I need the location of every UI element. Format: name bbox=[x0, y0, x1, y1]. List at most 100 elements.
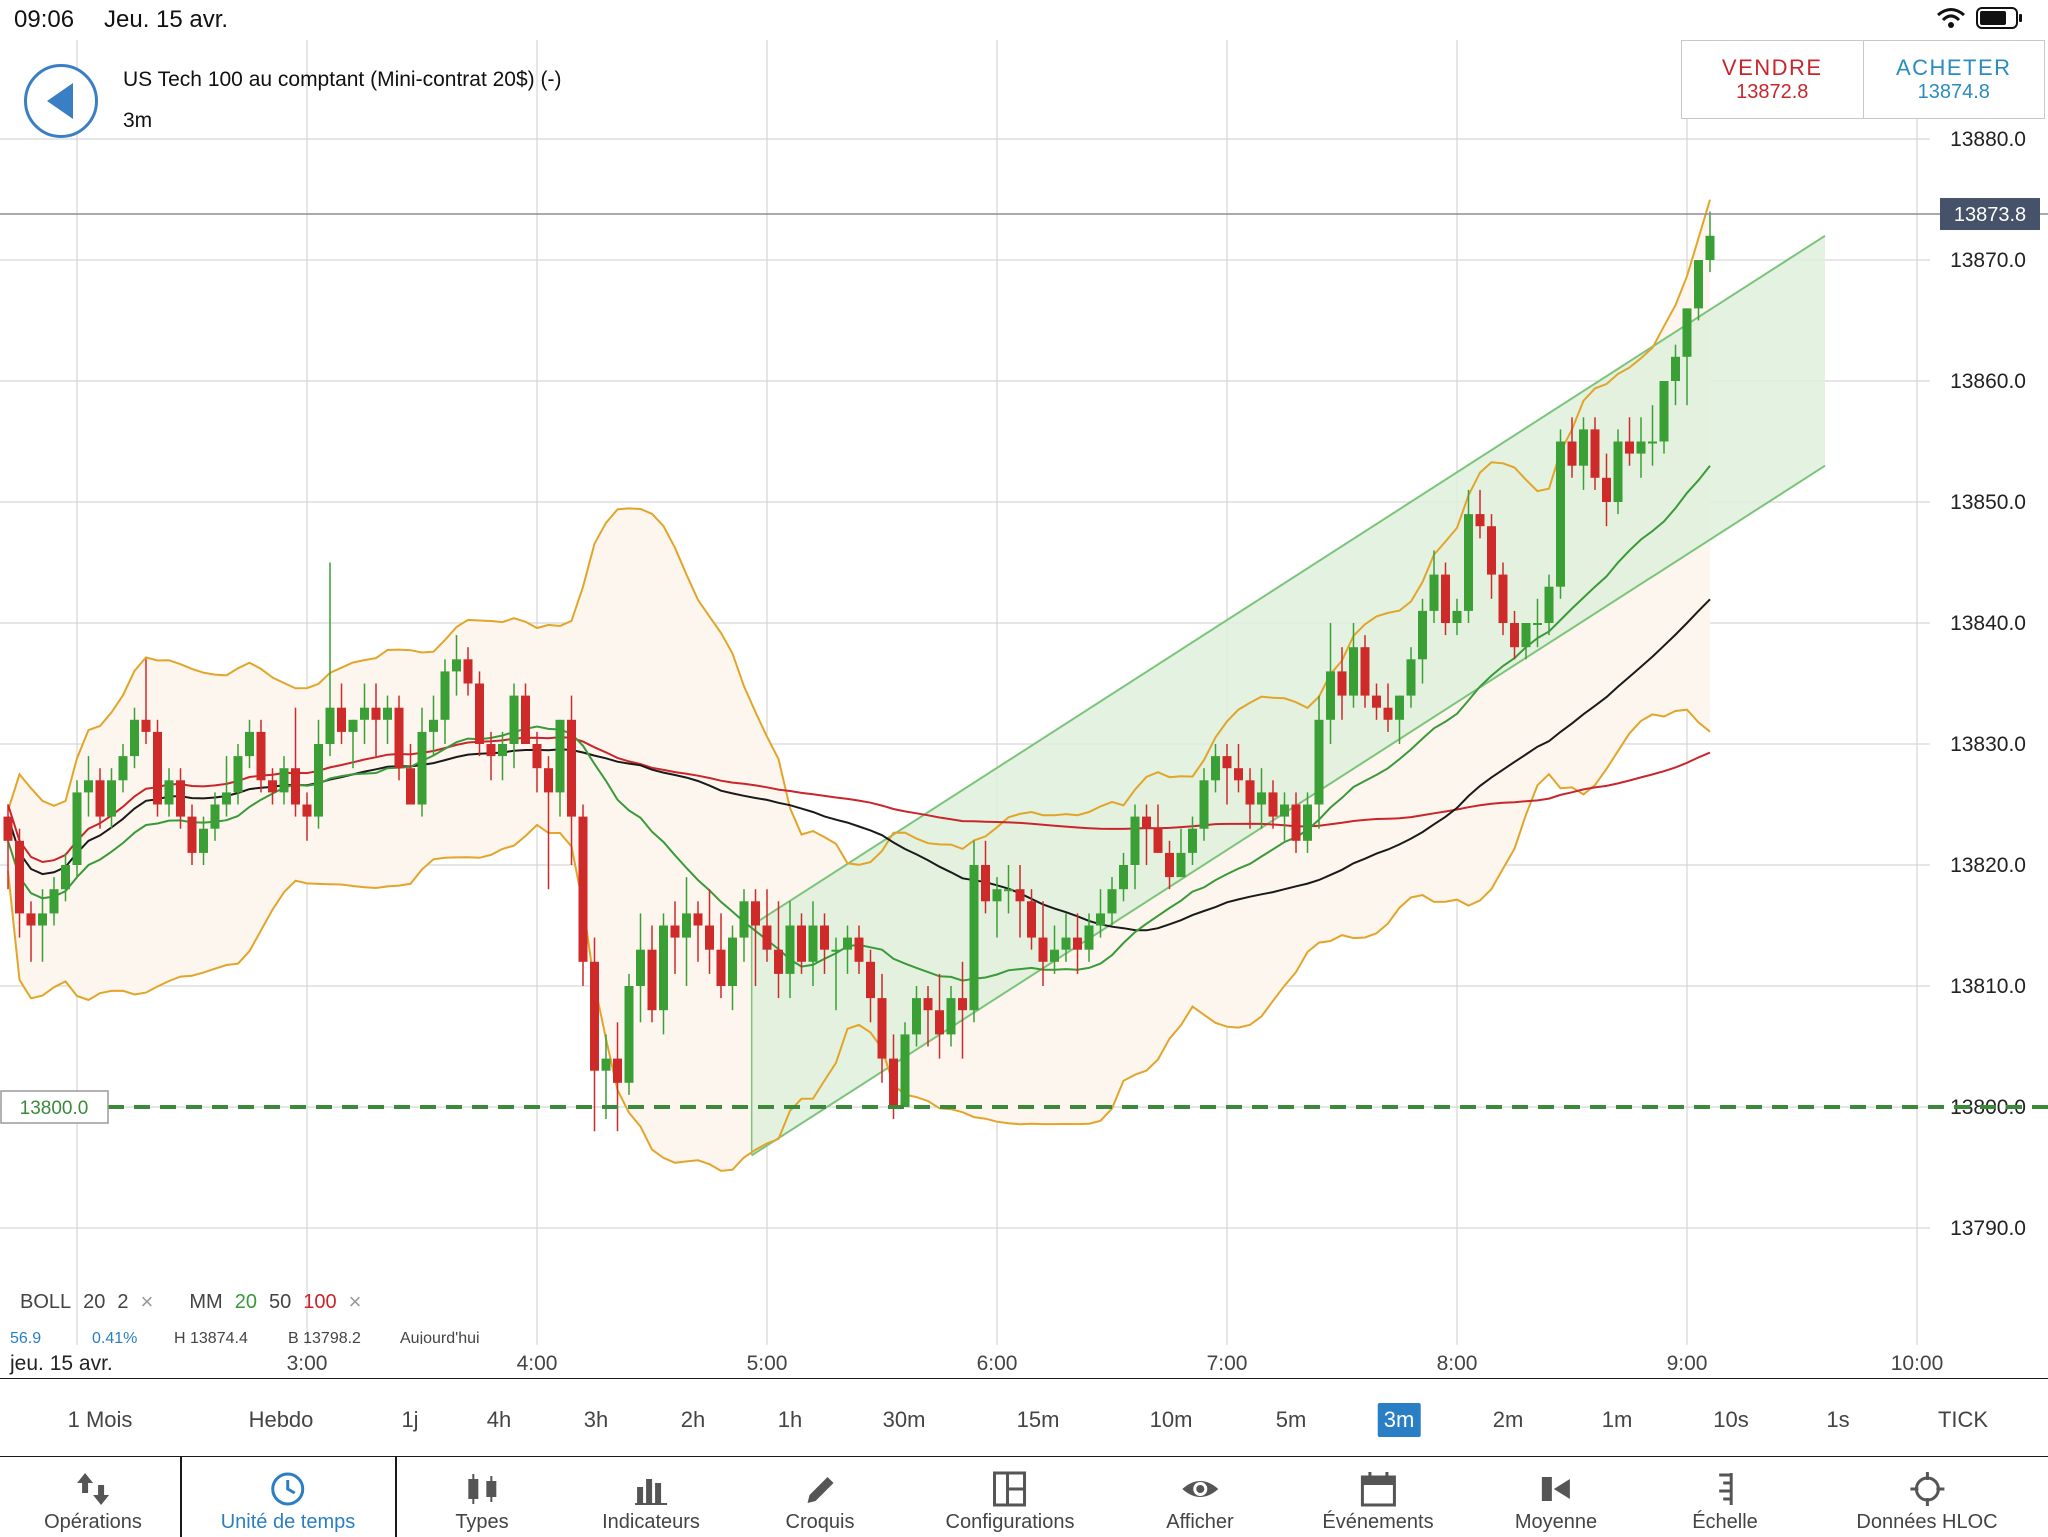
nav-configurations[interactable]: Configurations bbox=[946, 1457, 1074, 1537]
clock-icon bbox=[271, 1472, 305, 1506]
bollinger-band-fill bbox=[8, 199, 1710, 1171]
candles-icon bbox=[467, 1474, 496, 1504]
candle-body bbox=[406, 768, 415, 805]
nav-operations[interactable]: Opérations bbox=[44, 1457, 142, 1537]
calendar-icon bbox=[1360, 1472, 1396, 1507]
candle-body bbox=[923, 998, 933, 1011]
candle-body bbox=[1291, 804, 1301, 841]
tf-4h[interactable]: 4h bbox=[486, 1407, 512, 1432]
tf-1j[interactable]: 1j bbox=[401, 1407, 419, 1432]
tf-1h[interactable]: 1h bbox=[777, 1407, 803, 1432]
candle-body bbox=[659, 925, 668, 1011]
boll-remove-icon[interactable]: × bbox=[140, 1289, 154, 1314]
candle-body bbox=[601, 1058, 611, 1071]
partial-info-today: Aujourd'hui bbox=[400, 1330, 480, 1344]
candle-body bbox=[1199, 780, 1209, 829]
candle-body bbox=[889, 1058, 898, 1107]
candle-body bbox=[877, 998, 887, 1059]
candle-body bbox=[1107, 889, 1117, 914]
candle-body bbox=[808, 925, 818, 962]
candle-body bbox=[95, 780, 105, 817]
nav-divider bbox=[180, 1457, 182, 1537]
tf-30m[interactable]: 30m bbox=[882, 1407, 926, 1432]
battery-icon bbox=[1976, 7, 2022, 29]
indicator-legend: BOLL 20 2 × MM 20 50 100 × bbox=[20, 1289, 373, 1315]
nav-indicateurs[interactable]: Indicateurs bbox=[602, 1457, 700, 1537]
candle-body bbox=[797, 925, 806, 962]
candle-body bbox=[3, 816, 13, 841]
nav-echelle[interactable]: Échelle bbox=[1692, 1457, 1758, 1537]
tf-3h[interactable]: 3h bbox=[583, 1407, 609, 1432]
candle-body bbox=[1153, 828, 1163, 853]
candle-body bbox=[751, 901, 760, 926]
tf-1m[interactable]: 1m bbox=[1601, 1407, 1633, 1432]
candle-body bbox=[774, 949, 783, 974]
candle-body bbox=[555, 719, 565, 793]
candle-body bbox=[912, 998, 921, 1035]
tf-hebdo[interactable]: Hebdo bbox=[248, 1407, 314, 1432]
candle-body bbox=[946, 998, 956, 1035]
tf-5m[interactable]: 5m bbox=[1275, 1407, 1307, 1432]
candle-body bbox=[268, 780, 277, 793]
horizontal-level-label: 13800.0 bbox=[20, 1098, 89, 1119]
candle-body bbox=[1337, 671, 1347, 696]
candle-body bbox=[1211, 756, 1220, 781]
mm-remove-icon[interactable]: × bbox=[348, 1289, 362, 1314]
nav-types[interactable]: Types bbox=[455, 1457, 509, 1537]
candle-body bbox=[49, 889, 59, 914]
candle-body bbox=[498, 744, 507, 757]
nav-evenements[interactable]: Événements bbox=[1322, 1457, 1434, 1537]
tf-2m[interactable]: 2m bbox=[1492, 1407, 1524, 1432]
current-price-badge bbox=[1940, 198, 2040, 231]
candle-body bbox=[958, 998, 967, 1011]
nav-moyenne[interactable]: Moyenne bbox=[1515, 1457, 1597, 1537]
nav-label: Échelle bbox=[1692, 1511, 1758, 1533]
candle-body bbox=[1475, 514, 1485, 527]
candle-body bbox=[1050, 949, 1059, 962]
sell-label: VENDRE bbox=[1721, 55, 1823, 80]
candle-body bbox=[1464, 514, 1473, 611]
boll-period: 20 bbox=[83, 1290, 106, 1313]
candle-body bbox=[567, 719, 576, 817]
tf-15m[interactable]: 15m bbox=[1016, 1407, 1060, 1432]
candle-body bbox=[429, 719, 438, 732]
candle-body bbox=[245, 731, 254, 757]
candle-body bbox=[682, 913, 691, 938]
candle-body bbox=[118, 756, 128, 781]
partial-info-a: 56.9 bbox=[10, 1330, 42, 1344]
nav-croquis[interactable]: Croquis bbox=[786, 1457, 854, 1537]
tf-1-mois[interactable]: 1 Mois bbox=[67, 1407, 133, 1432]
nav-donnees-hloc[interactable]: Données HLOC bbox=[1856, 1457, 1998, 1537]
pencil-icon bbox=[807, 1477, 834, 1503]
x-tick-label: 3:00 bbox=[287, 1352, 328, 1375]
x-date-label: jeu. 15 avr. bbox=[9, 1352, 113, 1375]
current-price-label: 13873.8 bbox=[1954, 204, 2026, 226]
tf-1s[interactable]: 1s bbox=[1826, 1407, 1850, 1432]
sell-button[interactable]: VENDRE 13872.8 bbox=[1682, 41, 1863, 118]
candle-body bbox=[935, 1010, 944, 1035]
candle-body bbox=[1682, 308, 1692, 357]
tf-10m[interactable]: 10m bbox=[1149, 1407, 1193, 1432]
nav-unite-de-temps[interactable]: Unité de temps bbox=[221, 1457, 355, 1537]
tf-3m[interactable]: 3m bbox=[1377, 1403, 1421, 1437]
candle-body bbox=[38, 913, 47, 926]
status-icons bbox=[1936, 6, 2024, 30]
y-tick-label: 13830.0 bbox=[1950, 733, 2026, 756]
candle-body bbox=[337, 707, 346, 732]
back-button[interactable] bbox=[24, 64, 98, 138]
candle-body bbox=[544, 768, 553, 793]
candle-body bbox=[371, 707, 381, 720]
candle-body bbox=[1694, 260, 1703, 309]
x-tick-label: 7:00 bbox=[1207, 1352, 1248, 1375]
buy-button[interactable]: ACHETER 13874.8 bbox=[1862, 41, 2045, 118]
tf-tick[interactable]: TICK bbox=[1937, 1407, 1989, 1432]
price-chart[interactable]: 13880.0 13870.0 13860.0 13850.0 13840.0 13830… bbox=[0, 0, 2048, 1378]
nav-afficher[interactable]: Afficher bbox=[1166, 1457, 1234, 1537]
candle-body bbox=[1326, 671, 1335, 720]
candle-body bbox=[61, 865, 70, 890]
tf-10s[interactable]: 10s bbox=[1713, 1407, 1749, 1432]
candle-body bbox=[1245, 780, 1255, 805]
candle-body bbox=[233, 756, 243, 793]
nav-label: Types bbox=[455, 1511, 509, 1533]
tf-2h[interactable]: 2h bbox=[680, 1407, 706, 1432]
